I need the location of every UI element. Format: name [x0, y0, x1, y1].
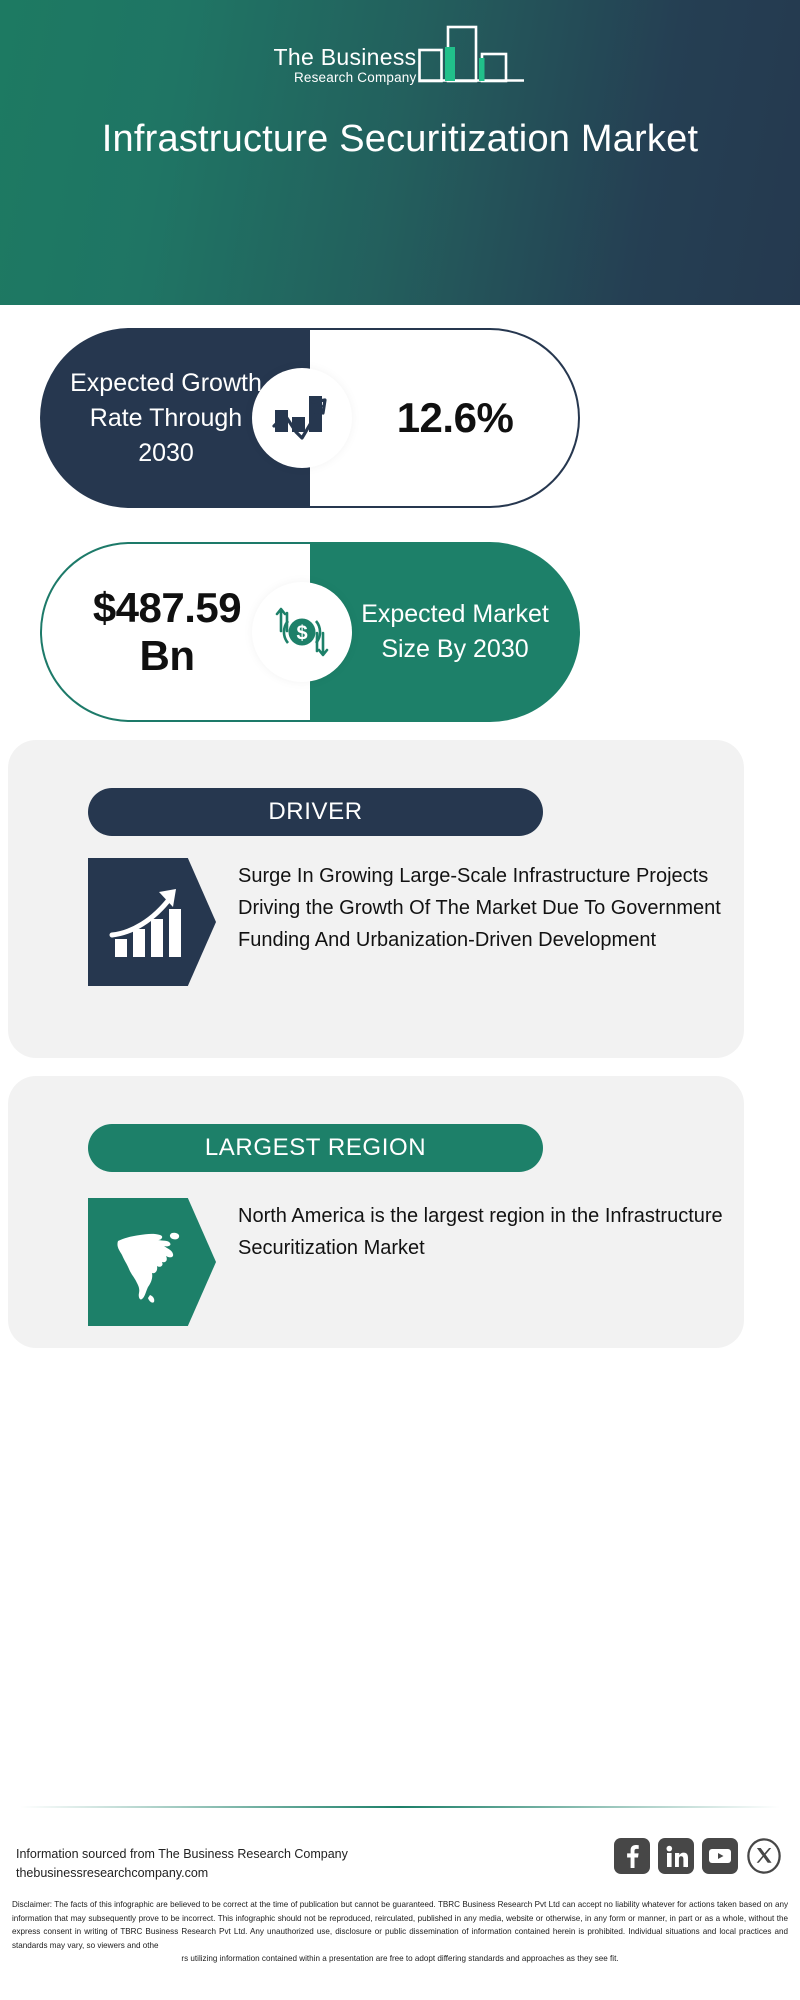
disclaimer-text: Disclaimer: The facts of this infographi… — [12, 1898, 788, 1966]
header-banner: The Business Research Company Infrastruc… — [0, 0, 800, 305]
stat-card-expected-growth-rate: Expected Growth Rate Through 2030 12.6% — [40, 328, 580, 508]
footer-source-url[interactable]: thebusinessresearchcompany.com — [16, 1866, 209, 1880]
largest-region-body: North America is the largest region in t… — [88, 1198, 724, 1326]
largest-region-text: North America is the largest region in t… — [238, 1205, 723, 1259]
logo-wordmark: The Business Research Company — [274, 45, 417, 90]
stat-card-value-half: 12.6% — [310, 328, 580, 508]
stat-value-market-size-line1: $487.59 — [92, 584, 242, 631]
page-title: Infrastructure Securitization Market — [101, 118, 699, 160]
x-twitter-icon[interactable] — [746, 1838, 782, 1874]
stat-label-market-size: Expected Market Size By 2030 — [361, 600, 549, 663]
logo-line-1: The Business — [273, 44, 417, 70]
stat-card-label-half: Expected Market Size By 2030 — [310, 542, 580, 722]
logo-line-2: Research Company — [293, 70, 417, 85]
footer-source: Information sourced from The Business Re… — [16, 1845, 348, 1883]
stat-card-value-half: $487.59 Bn — [40, 542, 310, 722]
dollar-circle-arrows-icon: $ — [252, 582, 352, 682]
stat-value-market-size: $487.59 Bn — [93, 584, 259, 680]
bar-chart-logo-mark-icon — [418, 22, 526, 89]
footer-source-line-1: Information sourced from The Business Re… — [16, 1847, 348, 1861]
disclaimer-body-last-line: rs utilizing information contained withi… — [181, 1954, 619, 1964]
stat-value-market-size-line2: Bn — [139, 632, 195, 679]
driver-pill-label: DRIVER — [88, 788, 543, 836]
bar-chart-arrow-up-icon — [252, 368, 352, 468]
linkedin-icon[interactable] — [658, 1838, 694, 1874]
stat-value-growth-rate: 12.6% — [396, 394, 514, 441]
driver-body: Surge In Growing Large-Scale Infrastruct… — [88, 858, 724, 986]
youtube-icon[interactable] — [702, 1838, 738, 1874]
section-largest-region: LARGEST REGION North America is the larg… — [8, 1076, 744, 1348]
disclaimer-body: Disclaimer: The facts of this infographi… — [12, 1900, 788, 1950]
facebook-icon[interactable] — [614, 1838, 650, 1874]
growth-bar-chart-icon — [88, 858, 216, 986]
driver-text: Surge In Growing Large-Scale Infrastruct… — [238, 865, 721, 951]
largest-region-pill-label: LARGEST REGION — [88, 1124, 543, 1172]
north-america-map-icon — [88, 1198, 216, 1326]
section-driver: DRIVER Surge In Growing Large-Scale Infr… — [8, 740, 744, 1058]
svg-text:$: $ — [296, 623, 307, 645]
footer-divider — [20, 1806, 780, 1808]
company-logo: The Business Research Company — [0, 22, 800, 90]
stat-label-growth-rate: Expected Growth Rate Through 2030 — [70, 368, 262, 467]
social-links — [614, 1838, 782, 1874]
stat-card-expected-market-size: $487.59 Bn Expected Market Size By 2030 … — [40, 542, 580, 722]
